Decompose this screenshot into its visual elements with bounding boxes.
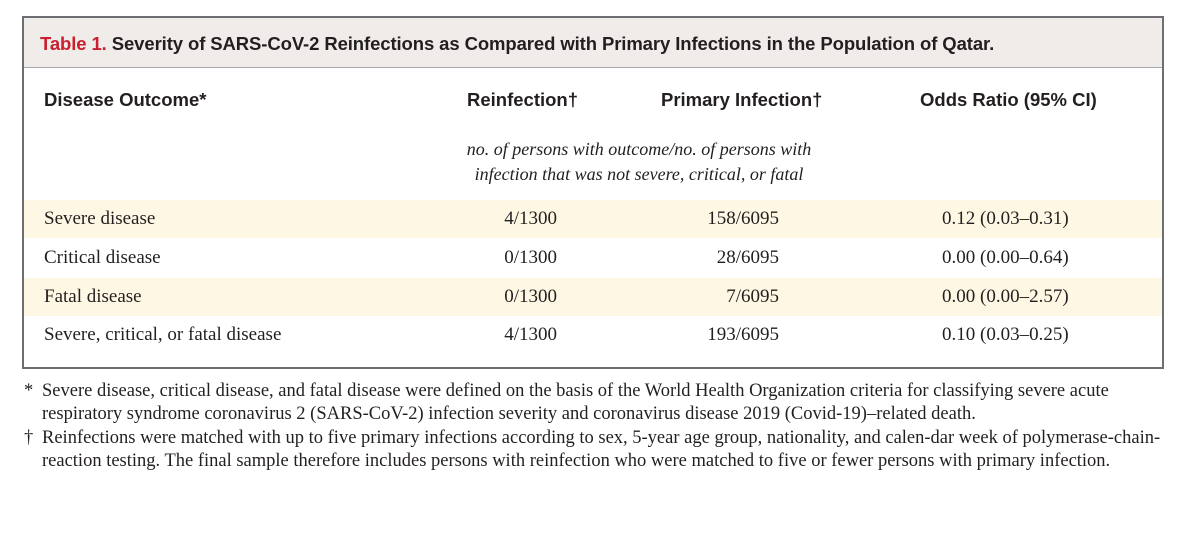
cell-odds-ratio: 0.12 (0.03–0.31)	[942, 208, 1069, 229]
cell-primary: 193/6095	[707, 324, 779, 345]
cell-outcome: Fatal disease	[44, 286, 142, 307]
table-title-text: Severity of SARS-CoV-2 Reinfections as C…	[106, 33, 995, 54]
table-row: Severe, critical, or fatal disease 4/130…	[24, 316, 1162, 354]
cell-reinfection: 0/1300	[504, 286, 557, 307]
footnote-mark: *	[24, 381, 34, 401]
footnote-mark: †	[24, 428, 34, 448]
header-primary-infection: Primary Infection†	[661, 89, 823, 110]
table-title: Table 1. Severity of SARS-CoV-2 Reinfect…	[40, 33, 994, 55]
header-odds-ratio: Odds Ratio (95% CI)	[920, 89, 1097, 110]
footnote-asterisk: * Severe disease, critical disease, and …	[22, 380, 1182, 425]
footnote-text: Reinfections were matched with up to fiv…	[42, 428, 1161, 471]
footnotes: * Severe disease, critical disease, and …	[22, 380, 1182, 474]
table-title-bar: Table 1. Severity of SARS-CoV-2 Reinfect…	[24, 18, 1162, 68]
cell-reinfection: 4/1300	[504, 208, 557, 229]
footnote-dagger: † Reinfections were matched with up to f…	[22, 427, 1182, 472]
cell-outcome: Critical disease	[44, 247, 161, 268]
cell-reinfection: 4/1300	[504, 324, 557, 345]
footnote-text: Severe disease, critical disease, and fa…	[42, 381, 1109, 424]
cell-odds-ratio: 0.00 (0.00–2.57)	[942, 286, 1069, 307]
cell-outcome: Severe, critical, or fatal disease	[44, 324, 282, 345]
cell-primary: 28/6095	[716, 247, 779, 268]
header-disease-outcome: Disease Outcome*	[44, 89, 207, 110]
table-row: Critical disease 0/1300 28/6095 0.00 (0.…	[24, 239, 1162, 277]
unit-note-line-2: infection that was not severe, critical,…	[474, 164, 804, 184]
table-number-label: Table 1.	[40, 33, 107, 54]
cell-odds-ratio: 0.00 (0.00–0.64)	[942, 247, 1069, 268]
header-reinfection: Reinfection†	[467, 89, 579, 110]
table-container: Table 1. Severity of SARS-CoV-2 Reinfect…	[22, 16, 1164, 369]
cell-primary: 158/6095	[707, 208, 779, 229]
cell-outcome: Severe disease	[44, 208, 156, 229]
table-row: Fatal disease 0/1300 7/6095 0.00 (0.00–2…	[24, 278, 1162, 316]
unit-note-line-1: no. of persons with outcome/no. of perso…	[466, 139, 812, 159]
table-row: Severe disease 4/1300 158/6095 0.12 (0.0…	[24, 200, 1162, 238]
unit-note: no. of persons with outcome/no. of perso…	[404, 137, 874, 187]
cell-primary: 7/6095	[726, 286, 779, 307]
cell-reinfection: 0/1300	[504, 247, 557, 268]
cell-odds-ratio: 0.10 (0.03–0.25)	[942, 324, 1069, 345]
